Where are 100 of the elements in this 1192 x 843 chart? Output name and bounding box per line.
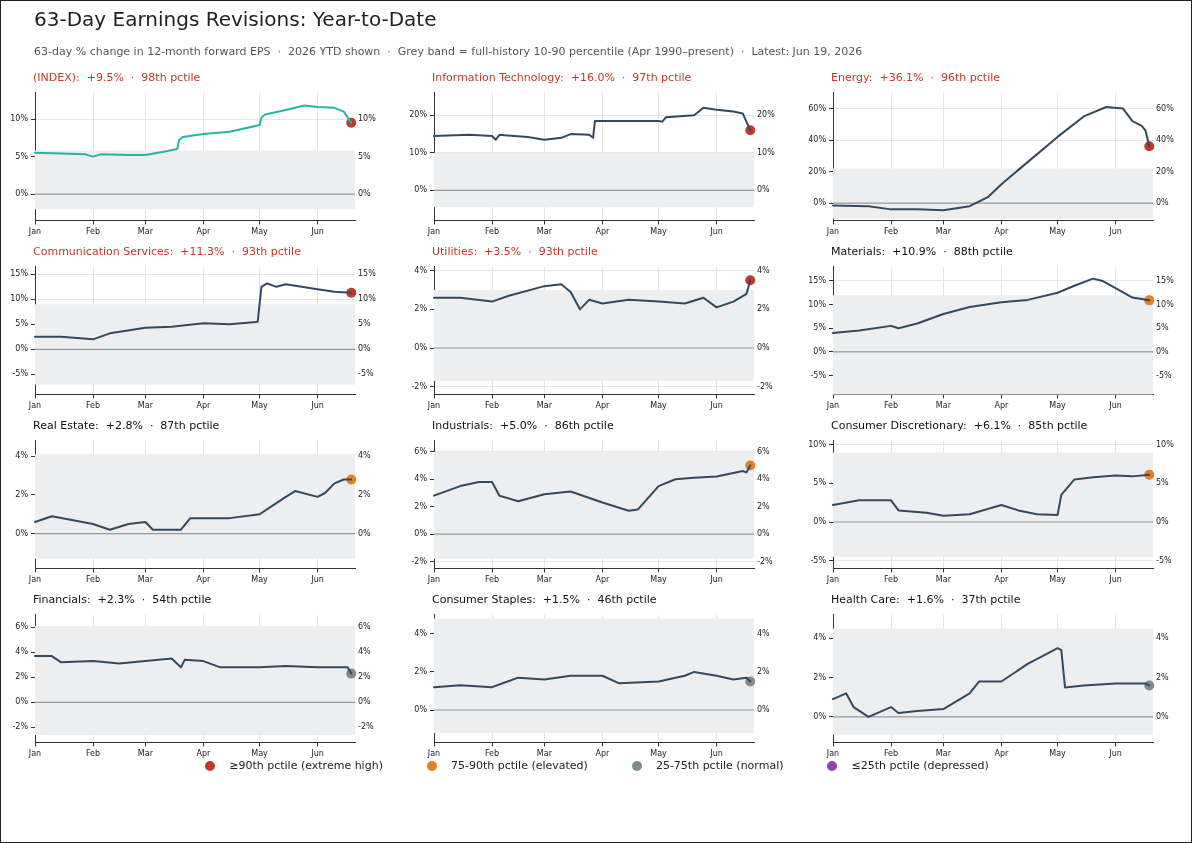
x-tick-label: Feb bbox=[883, 227, 899, 237]
x-tick-label: May bbox=[251, 749, 269, 759]
y2-tick-label: 20% bbox=[1156, 166, 1175, 176]
y2-tick-label: 5% bbox=[1156, 323, 1170, 333]
x-tick-label: Jan bbox=[426, 401, 441, 411]
x-tick-label: Jan bbox=[27, 749, 42, 759]
x-tick-label: Jun bbox=[709, 749, 723, 759]
y2-tick-label: 2% bbox=[1156, 672, 1170, 682]
chart-title: Financials: +2.3% · 54th pctile bbox=[33, 593, 212, 606]
chart-title: Consumer Discretionary: +6.1% · 85th pctile bbox=[831, 419, 1088, 432]
y-tick-label: 5% bbox=[15, 319, 29, 329]
y2-tick-label: -2% bbox=[757, 381, 773, 391]
x-tick-label: Jun bbox=[1108, 401, 1122, 411]
y2-tick-label: 4% bbox=[757, 474, 771, 484]
y-tick-label: 10% bbox=[409, 147, 428, 157]
y-tick-label: 4% bbox=[813, 633, 827, 643]
y2-tick-label: 15% bbox=[358, 269, 377, 279]
x-tick-label: May bbox=[1049, 401, 1067, 411]
x-tick-label: Apr bbox=[994, 575, 1010, 585]
x-tick-label: Feb bbox=[484, 575, 500, 585]
y-tick-label: 2% bbox=[414, 667, 428, 677]
y2-tick-label: 4% bbox=[757, 628, 771, 638]
y-tick-label: 10% bbox=[10, 114, 29, 124]
x-tick-label: Jan bbox=[825, 227, 840, 237]
x-tick-label: Jan bbox=[825, 575, 840, 585]
y-tick-label: -5% bbox=[810, 370, 827, 380]
x-tick-label: Jan bbox=[27, 227, 42, 237]
y2-tick-label: -5% bbox=[1156, 370, 1172, 380]
y-tick-label: 0% bbox=[414, 705, 428, 715]
x-tick-label: Apr bbox=[994, 227, 1010, 237]
y-tick-label: 10% bbox=[808, 439, 827, 449]
x-tick-label: Mar bbox=[935, 401, 952, 411]
y2-tick-label: 0% bbox=[358, 697, 372, 707]
x-tick-label: Mar bbox=[935, 575, 952, 585]
x-tick-label: Jan bbox=[426, 575, 441, 585]
chart-title: Communication Services: +11.3% · 93th pctile bbox=[33, 245, 301, 258]
y-tick-label: 5% bbox=[813, 323, 827, 333]
y2-tick-label: 4% bbox=[757, 265, 771, 275]
x-tick-label: Apr bbox=[595, 575, 611, 585]
x-tick-label: Mar bbox=[935, 749, 952, 759]
y-tick-label: 0% bbox=[414, 529, 428, 539]
y2-tick-label: 5% bbox=[358, 151, 372, 161]
x-tick-label: Feb bbox=[484, 227, 500, 237]
x-tick-label: Jun bbox=[1108, 575, 1122, 585]
y2-tick-label: 0% bbox=[1156, 517, 1170, 527]
chart-title: Information Technology: +16.0% · 97th pctile bbox=[432, 71, 692, 84]
y2-tick-label: 0% bbox=[1156, 198, 1170, 208]
x-tick-label: May bbox=[650, 575, 668, 585]
x-tick-label: May bbox=[1049, 227, 1067, 237]
y-tick-label: 4% bbox=[414, 474, 428, 484]
y2-tick-label: 0% bbox=[757, 705, 771, 715]
x-tick-label: Mar bbox=[137, 401, 154, 411]
x-tick-label: Mar bbox=[536, 401, 553, 411]
y-tick-label: 0% bbox=[15, 528, 29, 538]
x-tick-label: Apr bbox=[595, 401, 611, 411]
y-tick-label: 0% bbox=[813, 346, 827, 356]
x-tick-label: Feb bbox=[883, 575, 899, 585]
x-tick-label: Jan bbox=[825, 749, 840, 759]
x-tick-label: May bbox=[1049, 749, 1067, 759]
y2-tick-label: 15% bbox=[1156, 276, 1175, 286]
x-tick-label: Feb bbox=[85, 749, 101, 759]
category-label: 75-90th pctile (elevated) bbox=[450, 759, 588, 772]
x-tick-label: Mar bbox=[137, 227, 154, 237]
x-tick-label: Jun bbox=[709, 401, 723, 411]
y2-tick-label: 10% bbox=[358, 114, 377, 124]
x-tick-label: Feb bbox=[85, 575, 101, 585]
category-label: ≥90th pctile (extreme high) bbox=[229, 759, 383, 772]
y-tick-label: 2% bbox=[414, 501, 428, 511]
x-tick-label: Jan bbox=[426, 749, 441, 759]
y2-tick-label: 0% bbox=[1156, 346, 1170, 356]
x-tick-label: Feb bbox=[484, 401, 500, 411]
x-tick-label: May bbox=[251, 575, 269, 585]
y-tick-label: -5% bbox=[810, 555, 827, 565]
x-tick-label: May bbox=[650, 401, 668, 411]
y-tick-label: 2% bbox=[15, 672, 29, 682]
x-tick-label: Jan bbox=[27, 575, 42, 585]
chart-title: (INDEX): +9.5% · 98th pctile bbox=[33, 71, 201, 84]
y-tick-label: -2% bbox=[12, 722, 29, 732]
x-tick-label: Apr bbox=[196, 575, 212, 585]
y2-tick-label: 10% bbox=[757, 147, 776, 157]
y-tick-label: 0% bbox=[15, 189, 29, 199]
x-tick-label: Apr bbox=[595, 749, 611, 759]
y-tick-label: 0% bbox=[414, 185, 428, 195]
y-tick-label: 4% bbox=[15, 647, 29, 657]
y-tick-label: 0% bbox=[813, 198, 827, 208]
x-tick-label: Feb bbox=[883, 401, 899, 411]
x-tick-label: Mar bbox=[536, 749, 553, 759]
y2-tick-label: 0% bbox=[1156, 711, 1170, 721]
y2-tick-label: 6% bbox=[358, 622, 372, 632]
y2-tick-label: 4% bbox=[358, 647, 372, 657]
x-tick-label: Feb bbox=[85, 227, 101, 237]
y-tick-label: 20% bbox=[409, 110, 428, 120]
x-tick-label: Feb bbox=[85, 401, 101, 411]
x-tick-label: Jun bbox=[310, 401, 324, 411]
y2-tick-label: 2% bbox=[757, 304, 771, 314]
x-tick-label: Jan bbox=[27, 401, 42, 411]
y-tick-label: 15% bbox=[10, 269, 29, 279]
y-tick-label: 5% bbox=[813, 478, 827, 488]
category-label: ≤25th pctile (depressed) bbox=[851, 759, 989, 772]
y-tick-label: 0% bbox=[813, 711, 827, 721]
